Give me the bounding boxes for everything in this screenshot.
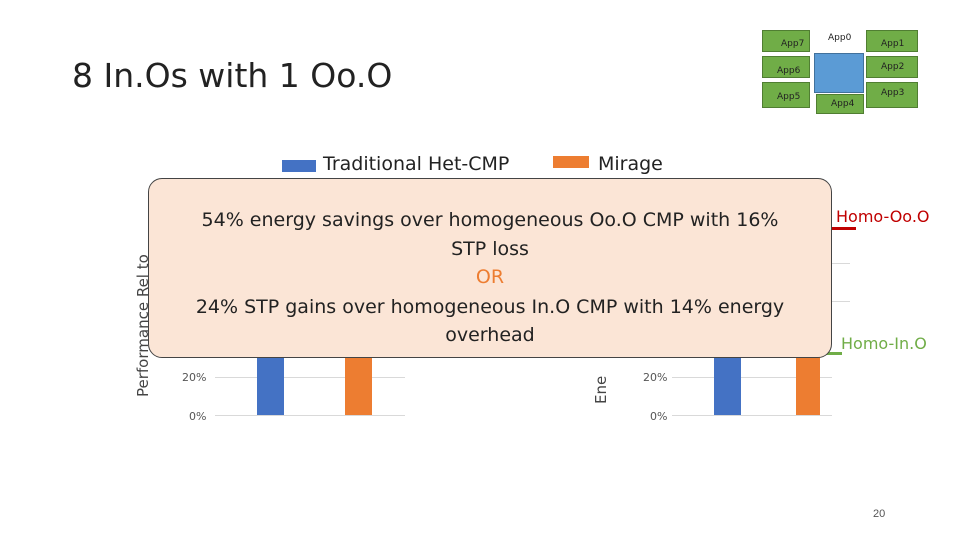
homo-ino-ref-line: [826, 352, 842, 355]
left-tick-0: 0%: [189, 410, 207, 423]
legend-label-traditional: Traditional Het-CMP: [323, 153, 510, 175]
app4-label: App4: [831, 99, 855, 109]
callout-or: OR: [475, 266, 505, 288]
right-baseline: [672, 415, 832, 416]
left-baseline: [215, 415, 405, 416]
app6-label: App6: [777, 66, 801, 76]
bar-mirage-energy: [796, 350, 820, 415]
callout-line-1: 54% energy savings over homogeneous Oo.O…: [201, 209, 779, 231]
app3-box: App3: [866, 82, 918, 108]
legend-label-mirage: Mirage: [598, 153, 663, 175]
right-tick-0: 0%: [650, 410, 668, 423]
right-gridline-20: [672, 377, 832, 378]
right-gridline-upper: [832, 263, 850, 264]
app2-box: App2: [866, 56, 918, 78]
legend-swatch-mirage: [553, 156, 589, 168]
app1-label: App1: [881, 39, 905, 49]
energy-axis-label: Ene: [592, 375, 610, 404]
app7-label: App7: [781, 39, 805, 49]
app1-box: App1: [866, 30, 918, 52]
left-gridline-20: [215, 377, 405, 378]
callout-line-4: overhead: [445, 324, 535, 346]
callout-line-2: STP loss: [451, 238, 529, 260]
app3-label: App3: [881, 88, 905, 98]
slide-title: 8 In.Os with 1 Oo.O: [72, 56, 393, 95]
right-tick-20: 20%: [643, 371, 668, 384]
app7-box: App7: [762, 30, 810, 52]
homo-ooo-ref-line: [826, 227, 856, 230]
summary-callout: 54% energy savings over homogeneous Oo.O…: [148, 178, 832, 358]
app6-box: App6: [762, 56, 810, 78]
left-tick-20: 20%: [182, 371, 207, 384]
homo-ino-label: Homo-In.O: [841, 334, 927, 353]
app0-label: App0: [828, 33, 852, 43]
app5-box: App5: [762, 82, 810, 108]
app5-label: App5: [777, 92, 801, 102]
page-number: 20: [873, 508, 886, 520]
app0-box: App0: [820, 30, 860, 50]
ooo-core-box: [814, 53, 864, 93]
right-gridline-mid: [832, 301, 850, 302]
app2-label: App2: [881, 62, 905, 72]
callout-line-3: 24% STP gains over homogeneous In.O CMP …: [195, 296, 785, 318]
bar-mirage-performance: [345, 350, 372, 415]
homo-ooo-label: Homo-Oo.O: [836, 207, 930, 226]
app4-box: App4: [816, 94, 864, 114]
bar-traditional-performance: [257, 350, 284, 415]
bar-traditional-energy: [714, 350, 741, 415]
legend-swatch-traditional: [282, 160, 316, 172]
